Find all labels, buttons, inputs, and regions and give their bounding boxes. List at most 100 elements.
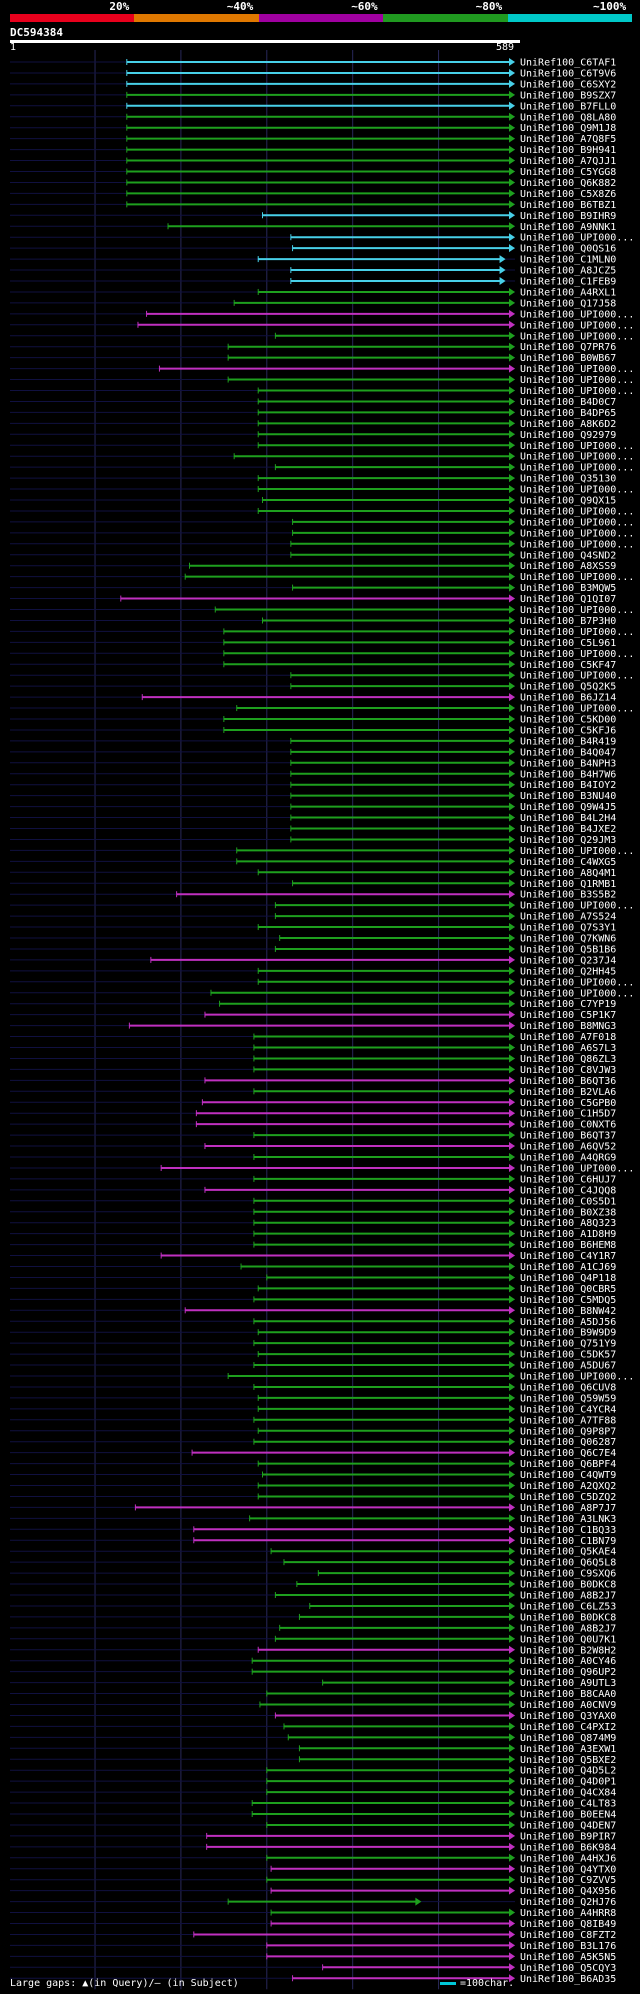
hit-label[interactable]: UniRef100_A5DU67 [520, 1361, 616, 1372]
hit-row[interactable]: UniRef100_B9SZX7 [10, 90, 616, 101]
hit-label[interactable]: UniRef100_Q5CQY3 [520, 1963, 616, 1974]
hit-label[interactable]: UniRef100_B0WB67 [520, 353, 616, 364]
hit-label[interactable]: UniRef100_UPI000... [520, 441, 634, 452]
hit-label[interactable]: UniRef100_A2QXQ2 [520, 1481, 616, 1492]
hit-label[interactable]: UniRef100_UPI000... [520, 671, 634, 682]
hit-row[interactable]: UniRef100_A1CJ69 [10, 1262, 616, 1273]
hit-label[interactable]: UniRef100_Q96UP2 [520, 1667, 616, 1678]
hit-row[interactable]: UniRef100_UPI000... [10, 386, 634, 397]
hit-row[interactable]: UniRef100_A7TF88 [10, 1415, 616, 1426]
hit-label[interactable]: UniRef100_C4Y1R7 [520, 1251, 616, 1262]
hit-label[interactable]: UniRef100_UPI000... [520, 233, 634, 244]
hit-label[interactable]: UniRef100_Q4YTX0 [520, 1864, 616, 1875]
hit-row[interactable]: UniRef100_A7QJJ1 [10, 156, 616, 167]
hit-label[interactable]: UniRef100_Q6CUV8 [520, 1382, 616, 1393]
hit-row[interactable]: UniRef100_B3NU40 [10, 791, 616, 802]
hit-label[interactable]: UniRef100_B0XZ38 [520, 1207, 616, 1218]
hit-row[interactable]: UniRef100_Q92979 [10, 430, 616, 441]
hit-label[interactable]: UniRef100_B4Q047 [520, 747, 616, 758]
hit-row[interactable]: UniRef100_B4NPH3 [10, 758, 616, 769]
hit-label[interactable]: UniRef100_C6T9V6 [520, 68, 616, 79]
hit-label[interactable]: UniRef100_Q1RMB1 [520, 879, 616, 890]
hit-label[interactable]: UniRef100_A8B2J7 [520, 1591, 616, 1602]
hit-label[interactable]: UniRef100_UPI000... [520, 485, 634, 496]
hit-row[interactable]: UniRef100_C4QWT9 [10, 1470, 616, 1481]
hit-label[interactable]: UniRef100_Q0U7K1 [520, 1634, 616, 1645]
hit-label[interactable]: UniRef100_A3LNK3 [520, 1514, 616, 1525]
hit-row[interactable]: UniRef100_B8CAA0 [10, 1689, 616, 1700]
hit-label[interactable]: UniRef100_Q7KWN6 [520, 934, 616, 945]
hit-label[interactable]: UniRef100_UPI000... [520, 649, 634, 660]
hit-label[interactable]: UniRef100_B4R419 [520, 736, 616, 747]
hit-row[interactable]: UniRef100_A5DJ56 [10, 1317, 616, 1328]
hit-label[interactable]: UniRef100_C5X8Z6 [520, 189, 616, 200]
hit-label[interactable]: UniRef100_Q4DEN7 [520, 1820, 616, 1831]
hit-row[interactable]: UniRef100_C0S5D1 [10, 1196, 616, 1207]
hit-label[interactable]: UniRef100_UPI000... [520, 846, 634, 857]
hit-label[interactable]: UniRef100_UPI000... [520, 1163, 634, 1174]
hit-row[interactable]: UniRef100_A0CY46 [10, 1656, 616, 1667]
hit-label[interactable]: UniRef100_A5K5N5 [520, 1952, 616, 1963]
hit-label[interactable]: UniRef100_UPI000... [520, 977, 634, 988]
hit-label[interactable]: UniRef100_UPI000... [520, 901, 634, 912]
hit-row[interactable]: UniRef100_UPI000... [10, 375, 634, 386]
hit-label[interactable]: UniRef100_A0CY46 [520, 1656, 616, 1667]
hit-label[interactable]: UniRef100_B0EEN4 [520, 1810, 616, 1821]
hit-label[interactable]: UniRef100_Q8IB49 [520, 1919, 616, 1930]
hit-row[interactable]: UniRef100_Q9QX15 [10, 496, 616, 507]
hit-row[interactable]: UniRef100_UPI000... [10, 605, 634, 616]
hit-label[interactable]: UniRef100_B4IOY2 [520, 780, 616, 791]
hit-label[interactable]: UniRef100_B2W8H2 [520, 1645, 616, 1656]
hit-row[interactable]: UniRef100_B2VLA6 [10, 1087, 616, 1098]
hit-row[interactable]: UniRef100_Q4D0P1 [10, 1777, 616, 1788]
hit-label[interactable]: UniRef100_C1BN79 [520, 1536, 616, 1547]
hit-row[interactable]: UniRef100_B4DP65 [10, 408, 616, 419]
hit-row[interactable]: UniRef100_A8K6D2 [10, 419, 616, 430]
hit-label[interactable]: UniRef100_Q1QI07 [520, 594, 616, 605]
hit-label[interactable]: UniRef100_B2VLA6 [520, 1087, 616, 1098]
hit-label[interactable]: UniRef100_Q4D5L2 [520, 1766, 616, 1777]
hit-row[interactable]: UniRef100_Q29JM3 [10, 835, 616, 846]
hit-label[interactable]: UniRef100_C1H5D7 [520, 1109, 616, 1120]
hit-label[interactable]: UniRef100_Q0CBR5 [520, 1284, 616, 1295]
hit-row[interactable]: UniRef100_C5DZQ2 [10, 1492, 616, 1503]
hit-row[interactable]: UniRef100_C5KD00 [10, 715, 616, 726]
hit-label[interactable]: UniRef100_Q5Q2K5 [520, 682, 616, 693]
hit-label[interactable]: UniRef100_B6AD35 [520, 1974, 616, 1985]
hit-label[interactable]: UniRef100_Q9P8P7 [520, 1426, 616, 1437]
hit-label[interactable]: UniRef100_A1D8H9 [520, 1229, 616, 1240]
hit-row[interactable]: UniRef100_B3MQW5 [10, 583, 616, 594]
hit-label[interactable]: UniRef100_C5DK57 [520, 1350, 616, 1361]
hit-row[interactable]: UniRef100_B0XZ38 [10, 1207, 616, 1218]
hit-row[interactable]: UniRef100_A8Q4M1 [10, 868, 616, 879]
hit-row[interactable]: UniRef100_A4HXJ6 [10, 1853, 616, 1864]
hit-row[interactable]: UniRef100_Q5Q2K5 [10, 682, 616, 693]
hit-label[interactable]: UniRef100_B7FLL0 [520, 101, 616, 112]
hit-label[interactable]: UniRef100_A4RXL1 [520, 287, 616, 298]
hit-row[interactable]: UniRef100_C8VJW3 [10, 1065, 616, 1076]
hit-label[interactable]: UniRef100_B6JZ14 [520, 693, 616, 704]
hit-label[interactable]: UniRef100_C6HUJ7 [520, 1174, 616, 1185]
hit-row[interactable]: UniRef100_A6S7L3 [10, 1043, 616, 1054]
hit-row[interactable]: UniRef100_C5GPB0 [10, 1098, 616, 1109]
hit-label[interactable]: UniRef100_C6SXY2 [520, 79, 616, 90]
hit-label[interactable]: UniRef100_C4YCR4 [520, 1404, 616, 1415]
hit-row[interactable]: UniRef100_B9H941 [10, 145, 616, 156]
hit-row[interactable]: UniRef100_UPI000... [10, 846, 634, 857]
hit-label[interactable]: UniRef100_C4JQQ8 [520, 1185, 616, 1196]
hit-row[interactable]: UniRef100_Q8IB49 [10, 1919, 616, 1930]
hit-label[interactable]: UniRef100_B3S5B2 [520, 890, 616, 901]
hit-row[interactable]: UniRef100_Q4SND2 [10, 550, 616, 561]
hit-row[interactable]: UniRef100_Q5BXE2 [10, 1755, 616, 1766]
hit-row[interactable]: UniRef100_A4QRG9 [10, 1153, 616, 1164]
hit-label[interactable]: UniRef100_UPI000... [520, 386, 634, 397]
hit-label[interactable]: UniRef100_A4HXJ6 [520, 1853, 616, 1864]
hit-label[interactable]: UniRef100_UPI000... [520, 704, 634, 715]
hit-row[interactable]: UniRef100_Q5CQY3 [10, 1963, 616, 1974]
hit-row[interactable]: UniRef100_B6JZ14 [10, 693, 616, 704]
hit-label[interactable]: UniRef100_C5KD00 [520, 715, 616, 726]
hit-label[interactable]: UniRef100_B4H7W6 [520, 769, 616, 780]
hit-label[interactable]: UniRef100_C0S5D1 [520, 1196, 616, 1207]
hit-row[interactable]: UniRef100_A7F018 [10, 1032, 616, 1043]
hit-row[interactable]: UniRef100_Q4D5L2 [10, 1766, 616, 1777]
